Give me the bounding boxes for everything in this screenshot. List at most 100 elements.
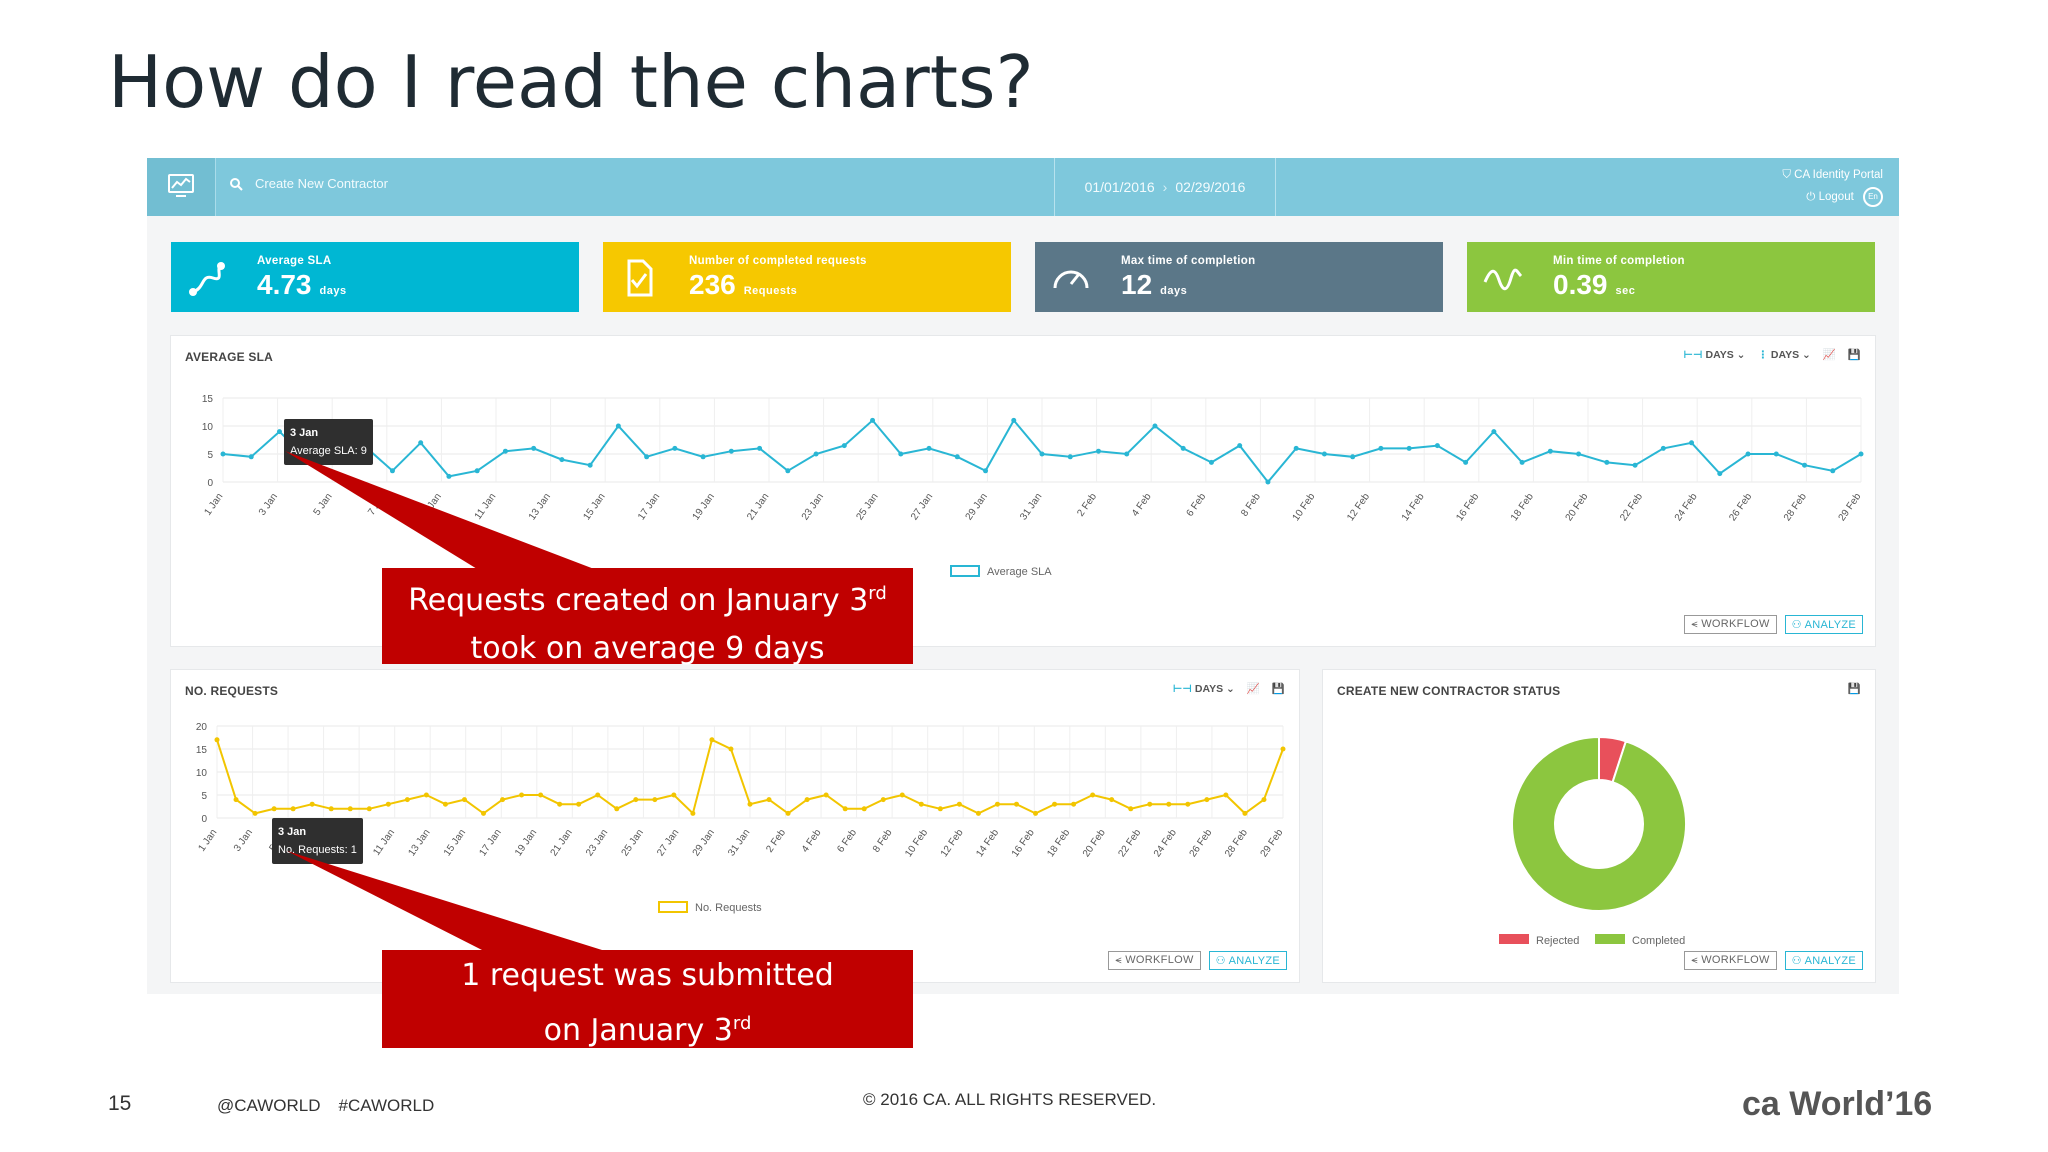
y-tick-label: 5	[207, 450, 213, 461]
x-tick-label: 8 Feb	[1239, 491, 1263, 519]
workflow-button[interactable]: ⪪ WORKFLOW	[1684, 951, 1777, 970]
save-icon[interactable]: 💾	[1271, 683, 1285, 695]
kpi-completed-requests[interactable]: Number of completed requests 236 Requests	[603, 242, 1011, 312]
data-point	[252, 810, 258, 816]
data-point	[823, 792, 829, 798]
data-point	[1547, 448, 1553, 454]
ca-world-logo: ca World’16	[1742, 1085, 1933, 1123]
analyze-button[interactable]: ⚇ ANALYZE	[1208, 951, 1287, 970]
legend-swatch	[950, 565, 980, 577]
x-tick-label: 3 Jan	[257, 491, 280, 517]
data-point	[347, 806, 353, 812]
callout-line-2: on January 3rd	[382, 1000, 913, 1055]
data-point	[1858, 451, 1864, 457]
kpi-number: 12	[1121, 269, 1153, 300]
search-box[interactable]: Create New Contractor	[229, 176, 388, 191]
analyze-label: ANALYZE	[1804, 955, 1856, 967]
date-to[interactable]: 02/29/2016	[1175, 179, 1246, 195]
dashboard-home-button[interactable]	[147, 158, 216, 216]
workflow-button[interactable]: ⪪ WORKFLOW	[1108, 951, 1201, 970]
analyze-button[interactable]: ⚇ ANALYZE	[1784, 615, 1863, 634]
workflow-button[interactable]: ⪪ WORKFLOW	[1684, 615, 1777, 634]
x-tick-label: 31 Jan	[726, 827, 752, 858]
range-label[interactable]: DAYS	[1705, 348, 1734, 361]
x-tick-label: 18 Feb	[1045, 827, 1072, 859]
data-point	[446, 473, 452, 479]
x-tick-label: 25 Jan	[854, 491, 880, 522]
x-tick-label: 6 Feb	[835, 827, 859, 855]
hashtag: @CAWORLD	[217, 1096, 321, 1115]
grouping-label[interactable]: DAYS	[1770, 348, 1800, 361]
x-tick-label: 23 Jan	[800, 491, 826, 522]
hashtag: #CAWORLD	[338, 1096, 435, 1115]
logout-link[interactable]: ⏻ Logout En	[1782, 186, 1883, 208]
grouping-selector[interactable]: ⋮ DAYS ⌄	[1757, 348, 1811, 361]
x-tick-label: 7 Jan	[366, 491, 389, 517]
x-tick-label: 9 Jan	[421, 491, 444, 517]
analyze-label: ANALYZE	[1228, 955, 1280, 967]
search-input[interactable]: Create New Contractor	[255, 176, 388, 191]
data-point	[1265, 479, 1271, 485]
kpi-min-time[interactable]: Min time of completion 0.39 sec	[1467, 242, 1875, 312]
data-point	[519, 792, 525, 798]
data-point	[1632, 462, 1638, 468]
logout-label[interactable]: Logout	[1818, 191, 1854, 203]
data-point	[785, 810, 791, 816]
data-point	[672, 445, 678, 451]
kpi-average-sla[interactable]: Average SLA 4.73 days	[171, 242, 579, 312]
portal-name-label: CA Identity Portal	[1794, 169, 1883, 181]
slide-title: How do I read the charts?	[108, 40, 1034, 124]
speedometer-icon	[1053, 270, 1089, 289]
range-selector[interactable]: ⊢⊣ DAYS ⌄	[1683, 348, 1746, 361]
analyze-button[interactable]: ⚇ ANALYZE	[1784, 951, 1863, 970]
kpi-max-time[interactable]: Max time of completion 12 days	[1035, 242, 1443, 312]
data-point	[1689, 440, 1695, 446]
data-point	[1128, 806, 1134, 812]
tooltip-date: 3 Jan	[290, 427, 319, 439]
data-point	[248, 454, 254, 460]
date-from[interactable]: 01/01/2016	[1084, 179, 1155, 195]
x-tick-label: 28 Feb	[1782, 491, 1809, 523]
data-point	[1095, 448, 1101, 454]
x-tick-label: 18 Feb	[1509, 491, 1536, 523]
data-point	[1011, 417, 1017, 423]
range-label[interactable]: DAYS	[1194, 682, 1224, 695]
line-chart-icon[interactable]: 📈	[1246, 683, 1260, 695]
data-point	[1208, 459, 1214, 465]
data-point	[1039, 451, 1045, 457]
data-point	[975, 810, 981, 816]
workflow-label: WORKFLOW	[1701, 954, 1770, 966]
route-icon	[189, 262, 225, 296]
x-tick-label: 24 Feb	[1152, 827, 1179, 859]
x-tick-label: 14 Feb	[974, 827, 1001, 859]
data-point	[1071, 801, 1077, 807]
y-tick-label: 15	[202, 394, 214, 405]
data-point	[700, 454, 706, 460]
language-icon[interactable]: En	[1863, 186, 1883, 207]
x-tick-label: 27 Jan	[909, 491, 935, 522]
sla-tooltip: 3 Jan Average SLA: 9	[284, 419, 373, 465]
line-chart-icon[interactable]: 📈	[1822, 349, 1836, 361]
save-icon[interactable]: 💾	[1847, 349, 1861, 361]
data-point	[766, 797, 772, 803]
callout-line-1: Requests created on January 3rd	[382, 570, 913, 625]
date-range-picker[interactable]: 01/01/2016 › 02/29/2016	[1054, 158, 1276, 216]
kpi-number: 4.73	[257, 269, 312, 300]
range-selector[interactable]: ⊢⊣ DAYS ⌄	[1172, 682, 1235, 695]
y-tick-label: 5	[201, 791, 207, 802]
x-tick-label: 31 Jan	[1018, 491, 1044, 522]
data-point	[587, 462, 593, 468]
save-icon[interactable]: 💾	[1847, 683, 1861, 695]
x-tick-label: 1 Jan	[196, 827, 219, 853]
data-point	[842, 806, 848, 812]
x-tick-label: 11 Jan	[473, 491, 499, 521]
data-point	[474, 468, 480, 474]
tooltip-value: Average SLA: 9	[290, 445, 367, 457]
requests-tooltip: 3 Jan No. Requests: 1	[272, 818, 363, 864]
pulse-icon	[1483, 268, 1523, 291]
data-point	[644, 454, 650, 460]
x-tick-label: 12 Feb	[939, 827, 966, 859]
x-tick-label: 29 Jan	[964, 491, 990, 522]
data-point	[757, 445, 763, 451]
